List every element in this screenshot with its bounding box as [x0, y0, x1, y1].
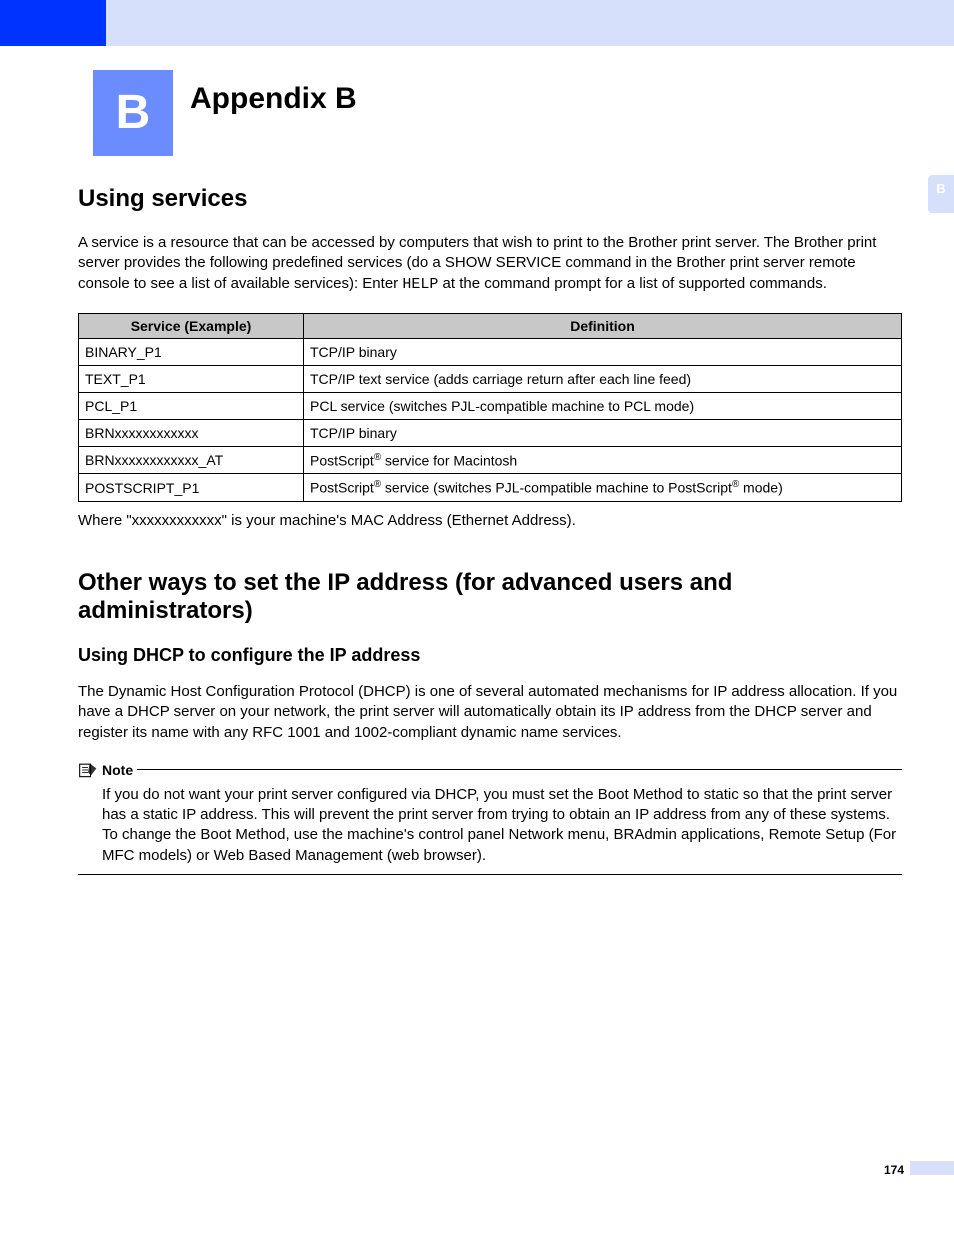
table-cell-service: TEXT_P1: [79, 365, 304, 392]
note-label: Note: [102, 762, 133, 778]
section1-para-post: at the command prompt for a list of supp…: [438, 275, 827, 292]
header-bar-light: [0, 0, 954, 46]
table-cell-definition: TCP/IP binary: [304, 419, 902, 446]
section2-paragraph: The Dynamic Host Configuration Protocol …: [78, 682, 902, 743]
note-body: If you do not want your print server con…: [78, 779, 902, 875]
section1-paragraph: A service is a resource that can be acce…: [78, 233, 902, 295]
appendix-title: Appendix B: [190, 82, 357, 116]
side-tab: B: [928, 175, 954, 213]
table-cell-definition: PostScript® service for Macintosh: [304, 446, 902, 474]
table-row: TEXT_P1TCP/IP text service (adds carriag…: [79, 365, 902, 392]
table-cell-service: PCL_P1: [79, 392, 304, 419]
page-number: 174: [884, 1163, 904, 1177]
mac-address-note: Where "xxxxxxxxxxxx" is your machine's M…: [78, 512, 902, 529]
table-cell-definition: TCP/IP binary: [304, 338, 902, 365]
table-cell-definition: PostScript® service (switches PJL-compat…: [304, 474, 902, 502]
table-cell-service: BRNxxxxxxxxxxxx_AT: [79, 446, 304, 474]
page-content: Using services A service is a resource t…: [78, 185, 902, 875]
page-number-bar: [910, 1161, 954, 1175]
note-block: Note If you do not want your print serve…: [78, 761, 902, 875]
services-table: Service (Example) Definition BINARY_P1TC…: [78, 313, 902, 502]
table-row: POSTSCRIPT_P1PostScript® service (switch…: [79, 474, 902, 502]
table-row: BRNxxxxxxxxxxxxTCP/IP binary: [79, 419, 902, 446]
table-cell-service: BINARY_P1: [79, 338, 304, 365]
table-header-row: Service (Example) Definition: [79, 313, 902, 338]
note-rule: [137, 769, 902, 770]
table-row: PCL_P1PCL service (switches PJL-compatib…: [79, 392, 902, 419]
table-cell-definition: TCP/IP text service (adds carriage retur…: [304, 365, 902, 392]
note-header: Note: [78, 761, 902, 779]
table-cell-service: BRNxxxxxxxxxxxx: [79, 419, 304, 446]
appendix-letter-box: B: [93, 70, 173, 156]
header-bar-dark: [0, 0, 106, 46]
section2-subheading: Using DHCP to configure the IP address: [78, 645, 902, 666]
table-col-definition: Definition: [304, 313, 902, 338]
table-cell-service: POSTSCRIPT_P1: [79, 474, 304, 502]
table-col-service: Service (Example): [79, 313, 304, 338]
note-icon: [78, 761, 98, 779]
section1-heading: Using services: [78, 185, 902, 213]
help-command-text: HELP: [402, 276, 438, 293]
table-row: BRNxxxxxxxxxxxx_ATPostScript® service fo…: [79, 446, 902, 474]
table-row: BINARY_P1TCP/IP binary: [79, 338, 902, 365]
section2-heading: Other ways to set the IP address (for ad…: [78, 569, 902, 625]
table-cell-definition: PCL service (switches PJL-compatible mac…: [304, 392, 902, 419]
